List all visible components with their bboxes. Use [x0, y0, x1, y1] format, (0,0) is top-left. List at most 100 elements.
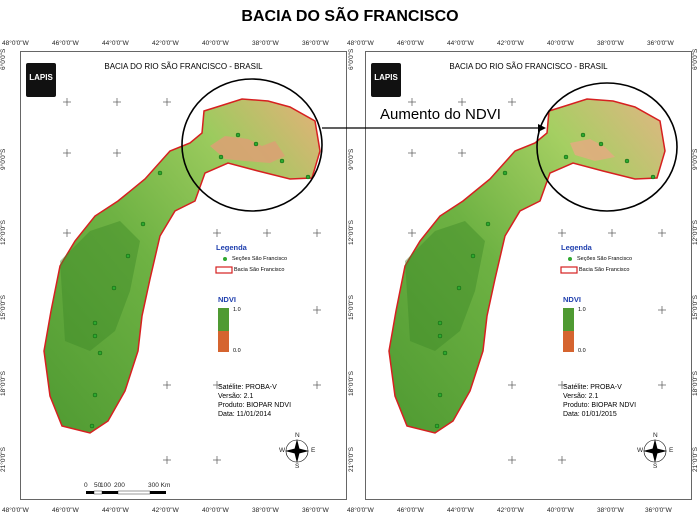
- ndvi-colorbar: [563, 308, 574, 352]
- info-date: Data: 01/01/2015: [563, 411, 617, 418]
- page-title: BACIA DO SÃO FRANCISCO: [241, 8, 459, 25]
- lon-label: 40°0'0"W: [547, 507, 574, 514]
- lon-label: 44°0'0"W: [102, 40, 129, 47]
- map-panel-2014: BACIA DO RIO SÃO FRANCISCO - BRASIL LAPI…: [20, 51, 347, 500]
- lon-label: 42°0'0"W: [152, 40, 179, 47]
- lon-label: 38°0'0"W: [252, 507, 279, 514]
- scale-bar: [86, 490, 166, 495]
- lat-label: 21°0'0"S: [0, 447, 7, 472]
- lon-label: 46°0'0"W: [52, 40, 79, 47]
- compass-s: S: [653, 463, 658, 470]
- basin-map: [43, 78, 323, 495]
- compass-rose: [285, 439, 309, 463]
- lon-label: 44°0'0"W: [447, 40, 474, 47]
- section-points: [89, 132, 311, 429]
- lon-label: 36°0'0"W: [647, 40, 674, 47]
- lon-label: 40°0'0"W: [547, 40, 574, 47]
- scale-label-50: 50: [94, 482, 102, 489]
- lon-label: 38°0'0"W: [597, 507, 624, 514]
- ndvi-min-label: 0.0: [233, 348, 241, 354]
- ndvi-title: NDVI: [563, 295, 581, 304]
- scale-label-300: 300 Km: [148, 482, 171, 489]
- grid-crosses: [63, 98, 321, 464]
- basin-shape: [388, 98, 666, 434]
- info-version: Versão: 2.1: [218, 393, 254, 400]
- compass-n: N: [653, 432, 658, 439]
- basin-shape: [43, 98, 321, 434]
- info-date: Data: 11/01/2014: [218, 411, 272, 418]
- basin-map: [388, 82, 678, 464]
- lapis-logo: LAPIS: [371, 63, 401, 97]
- section-points: [434, 132, 656, 429]
- logo-text: LAPIS: [374, 73, 398, 82]
- logo-text: LAPIS: [29, 73, 53, 82]
- lat-label: 6°0'0"S: [0, 48, 7, 70]
- lat-label: 15°0'0"S: [348, 295, 355, 320]
- lon-label: 44°0'0"W: [102, 507, 129, 514]
- compass-e: E: [669, 447, 674, 454]
- grid-crosses: [408, 98, 666, 464]
- lat-label: 9°0'0"S: [348, 148, 355, 170]
- info-satellite: Satélite: PROBA-V: [218, 384, 277, 391]
- lat-label: 6°0'0"S: [348, 48, 355, 70]
- map-title: BACIA DO RIO SÃO FRANCISCO - BRASIL: [449, 62, 608, 71]
- lon-label: 48°0'0"W: [347, 40, 374, 47]
- lat-label: 15°0'0"S: [692, 295, 699, 320]
- info-satellite: Satélite: PROBA-V: [563, 384, 622, 391]
- lon-label: 40°0'0"W: [202, 507, 229, 514]
- highlight-circle: [181, 78, 323, 212]
- scale-label-200: 200: [114, 482, 125, 489]
- lon-label: 48°0'0"W: [2, 507, 29, 514]
- lon-label: 36°0'0"W: [302, 507, 329, 514]
- lon-label: 44°0'0"W: [447, 507, 474, 514]
- compass-s: S: [295, 463, 300, 470]
- lat-label: 12°0'0"S: [0, 220, 7, 245]
- compass-rose: [643, 439, 667, 463]
- ndvi-max-label: 1.0: [578, 307, 586, 313]
- scale-label-0: 0: [84, 482, 88, 489]
- lat-label: 6°0'0"S: [692, 48, 699, 70]
- info-block: Satélite: PROBA-V Versão: 2.1 Produto: B…: [218, 383, 291, 419]
- lon-label: 36°0'0"W: [302, 40, 329, 47]
- compass-w: W: [279, 447, 286, 454]
- lon-label: 42°0'0"W: [497, 40, 524, 47]
- lat-label: 18°0'0"S: [348, 371, 355, 396]
- lon-label: 40°0'0"W: [202, 40, 229, 47]
- lat-label: 12°0'0"S: [692, 220, 699, 245]
- scale-label-100: 100: [100, 482, 111, 489]
- lon-label: 46°0'0"W: [397, 40, 424, 47]
- compass-n: N: [295, 432, 300, 439]
- lon-label: 42°0'0"W: [497, 507, 524, 514]
- ndvi-colorbar: [218, 308, 229, 352]
- info-product: Produto: BIOPAR NDVI: [563, 402, 637, 409]
- ndvi-max-label: 1.0: [233, 307, 241, 313]
- compass-w: W: [637, 447, 644, 454]
- legend-symbols: [215, 257, 233, 352]
- lon-label: 42°0'0"W: [152, 507, 179, 514]
- map-panel-2015: BACIA DO RIO SÃO FRANCISCO - BRASIL LAPI…: [365, 51, 692, 500]
- lat-label: 18°0'0"S: [0, 371, 7, 396]
- lat-label: 9°0'0"S: [0, 148, 7, 170]
- lon-label: 36°0'0"W: [645, 507, 672, 514]
- lat-label: 18°0'0"S: [692, 371, 699, 396]
- legend-symbols: [560, 257, 578, 352]
- legend-basin-label: Bacia São Francisco: [234, 267, 285, 273]
- map-title: BACIA DO RIO SÃO FRANCISCO - BRASIL: [104, 62, 263, 71]
- legend-title: Legenda: [561, 243, 592, 252]
- info-product: Produto: BIOPAR NDVI: [218, 402, 292, 409]
- legend-basin-label: Bacia São Francisco: [579, 267, 630, 273]
- legend-sections-label: Seções São Francisco: [232, 256, 288, 262]
- lat-label: 21°0'0"S: [692, 447, 699, 472]
- lat-label: 9°0'0"S: [692, 148, 699, 170]
- ndvi-min-label: 0.0: [578, 348, 586, 354]
- lat-label: 15°0'0"S: [0, 295, 7, 320]
- lat-label: 12°0'0"S: [348, 220, 355, 245]
- lon-label: 46°0'0"W: [397, 507, 424, 514]
- info-version: Versão: 2.1: [563, 393, 599, 400]
- highlight-circle: [536, 82, 678, 212]
- legend-sections-label: Seções São Francisco: [577, 256, 633, 262]
- lon-label: 48°0'0"W: [2, 40, 29, 47]
- lapis-logo: LAPIS: [26, 63, 56, 97]
- ndvi-title: NDVI: [218, 295, 236, 304]
- lon-label: 38°0'0"W: [597, 40, 624, 47]
